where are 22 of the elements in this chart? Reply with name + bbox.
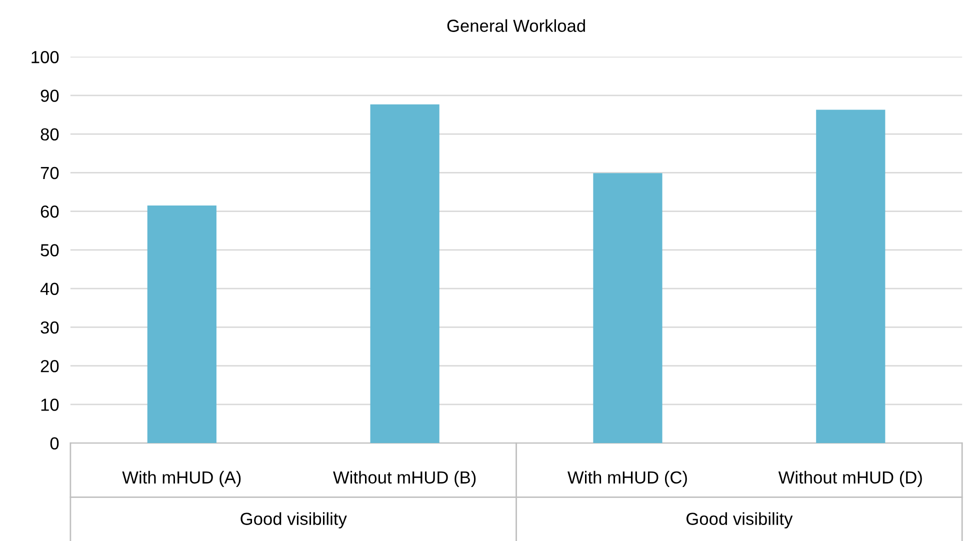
y-tick-label: 60 (40, 205, 59, 218)
bar (593, 173, 662, 444)
y-tick-label: 80 (40, 128, 59, 141)
y-tick-label: 20 (40, 360, 59, 372)
bar (370, 104, 440, 444)
x-tick-label: Without mHUD (D) (778, 470, 922, 488)
y-tick-label: 0 (50, 437, 59, 450)
x-tick-label: With mHUD (C) (568, 470, 687, 488)
x-tick-label: With mHUD (A) (122, 470, 241, 488)
y-tick-label: 50 (40, 244, 59, 256)
text: Good visibility (240, 512, 347, 528)
bar (147, 206, 216, 444)
y-tick-label: 70 (40, 166, 59, 180)
y-tick-label: 10 (41, 398, 59, 411)
chart-title: General Workload (447, 19, 585, 32)
x-tick-label: Without mHUD (B) (333, 470, 476, 488)
y-tick-label: 90 (40, 90, 59, 102)
bar (816, 110, 886, 444)
y-tick-label: 30 (40, 321, 59, 334)
y-tick-label: 40 (40, 282, 59, 296)
y-tick-label: 100 (32, 50, 59, 64)
text: Good visibility (686, 512, 793, 528)
